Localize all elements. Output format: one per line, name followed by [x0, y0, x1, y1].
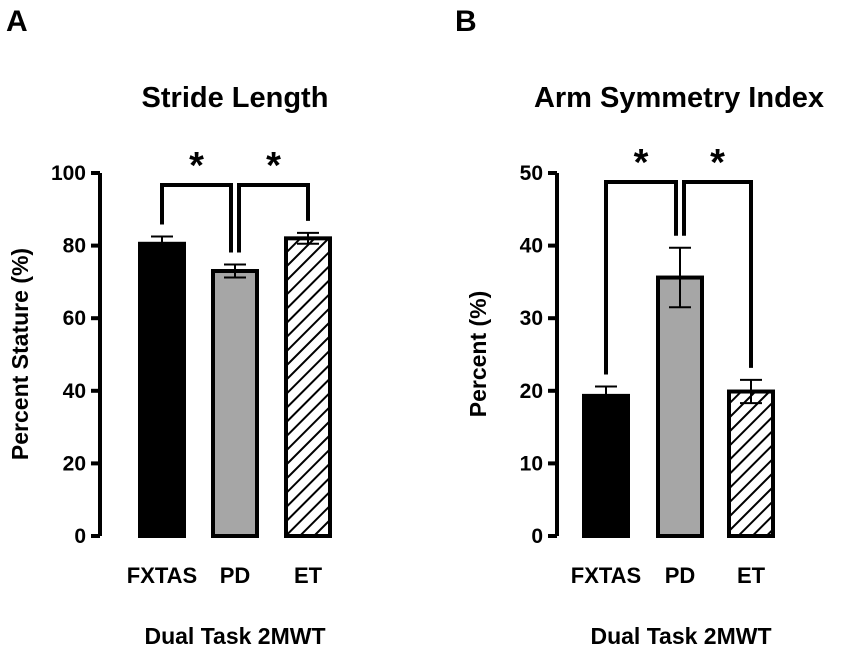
- x-tick-label: FXTAS: [571, 563, 641, 588]
- y-tick-label: 40: [63, 380, 86, 403]
- bar: [211, 269, 259, 538]
- y-tick-label: 10: [520, 452, 543, 475]
- panel-b: B Arm Symmetry Index Percent (%) Dual Ta…: [455, 5, 824, 649]
- panel-a: A Stride Length Percent Stature (%) Dual…: [6, 5, 332, 649]
- significance-bracket: [160, 183, 233, 253]
- x-tick-label: FXTAS: [127, 563, 197, 588]
- y-tick-label: 20: [520, 380, 543, 403]
- y-tick-label: 30: [520, 307, 543, 330]
- bar: [138, 241, 186, 538]
- panel-letter: B: [455, 5, 477, 38]
- x-tick-label: PD: [220, 563, 251, 588]
- y-tick-label: 20: [63, 452, 86, 475]
- chart-title: Stride Length: [142, 82, 329, 114]
- significance-bracket: [237, 183, 310, 253]
- y-tick-label: 0: [531, 525, 543, 548]
- plot-area: 0 20 40 60 80 100 FXTAS PD ET * *: [51, 145, 332, 588]
- y-tick-label: 40: [520, 235, 543, 258]
- x-tick-label: ET: [294, 563, 323, 588]
- significance-star: *: [189, 145, 204, 187]
- y-axis-label: Percent (%): [465, 291, 491, 418]
- chart-title: Arm Symmetry Index: [534, 82, 824, 114]
- bar: [284, 236, 332, 538]
- y-tick-label: 80: [63, 235, 86, 258]
- significance-star: *: [266, 145, 281, 187]
- significance-bracket: [604, 180, 678, 375]
- x-tick-label: PD: [665, 563, 696, 588]
- x-tick-label: ET: [737, 563, 766, 588]
- y-axis-label: Percent Stature (%): [7, 248, 33, 460]
- significance-star: *: [634, 142, 649, 184]
- bar: [656, 275, 704, 538]
- panel-letter: A: [6, 5, 28, 38]
- y-tick-label: 100: [51, 162, 86, 185]
- x-axis-label: Dual Task 2MWT: [144, 623, 325, 649]
- bar: [582, 393, 630, 538]
- significance-star: *: [710, 142, 725, 184]
- bar: [727, 389, 775, 538]
- significance-bracket: [682, 180, 753, 368]
- x-axis-label: Dual Task 2MWT: [590, 623, 771, 649]
- y-tick-label: 60: [63, 307, 86, 330]
- plot-area: 0 10 20 30 40 50 FXTAS PD ET * *: [520, 142, 775, 588]
- y-tick-label: 0: [74, 525, 86, 548]
- y-tick-label: 50: [520, 162, 543, 185]
